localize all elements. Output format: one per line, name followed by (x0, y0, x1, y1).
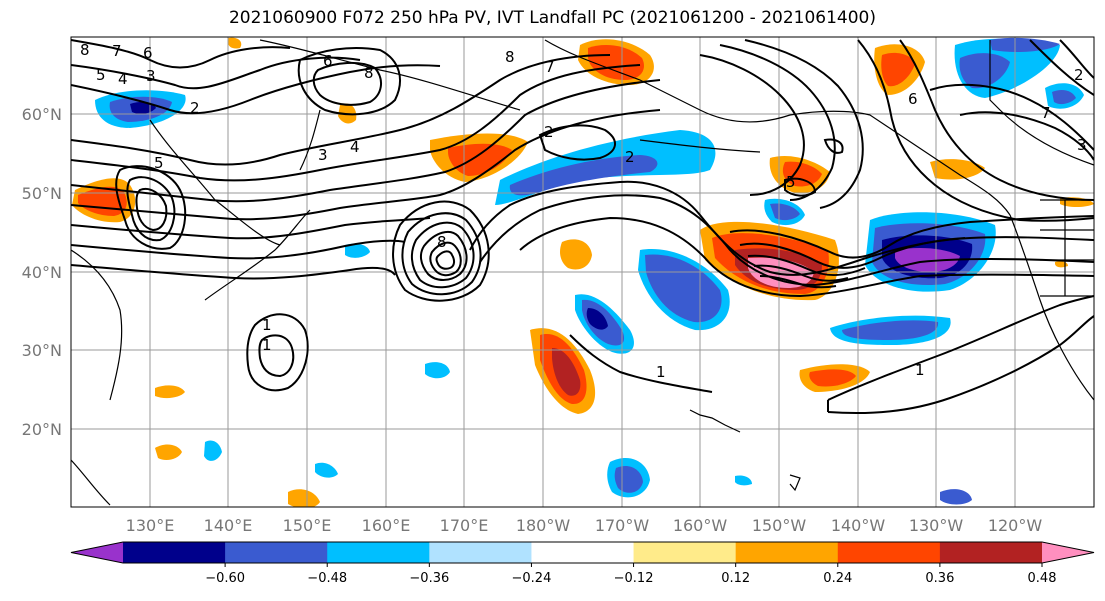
lon-label: 120°W (988, 516, 1043, 535)
lat-label: 40°N (22, 263, 62, 282)
lat-label: 50°N (22, 184, 62, 203)
contour-label: 3 (1077, 136, 1087, 154)
contour-label: 2 (625, 148, 635, 166)
colorbar-tick-label: −0.12 (614, 571, 654, 586)
contour-labels: 8 7 6 5 4 3 2 6 8 5 2 8 7 3 2 8 7 6 5 4 … (80, 41, 1087, 381)
colorbar-segment (939, 542, 1043, 563)
colorbar-tick-label: 0.48 (1028, 571, 1057, 586)
contour-label: 2 (1074, 66, 1084, 84)
contour-label: 2 (190, 99, 200, 117)
colorbar-tick-label: 0.24 (823, 571, 852, 586)
contour-label: 2 (544, 123, 554, 141)
lon-label: 140°E (204, 516, 253, 535)
contour-label: 5 (786, 173, 796, 191)
contour-label: 8 (505, 48, 515, 66)
colorbar-segment (327, 542, 430, 563)
colorbar-extension-min (71, 542, 123, 563)
contour-label: 4 (350, 138, 360, 156)
contour-label: 3 (318, 146, 328, 164)
graticule (71, 37, 1094, 507)
lat-label: 30°N (22, 341, 62, 360)
longitude-labels: 130°E 140°E 150°E 160°E 170°E 180°W 170°… (126, 516, 1043, 535)
lon-label: 130°E (126, 516, 175, 535)
contour-label: 6 (323, 52, 333, 70)
contour-label: 1 (915, 361, 925, 379)
lat-label: 20°N (22, 420, 62, 439)
colorbar: −0.60 −0.48 −0.36 −0.24 −0.12 0.12 0.24 0.36 0.4… (70, 541, 1095, 586)
colorbar-tick-label: 0.36 (925, 571, 954, 586)
lon-label: 150°W (752, 516, 807, 535)
contour-label: 5 (154, 154, 164, 172)
colorbar-tick-label: −0.60 (205, 571, 245, 586)
colorbar-segment (735, 542, 839, 563)
colorbar-segment (837, 542, 941, 563)
contour-label: 5 (96, 66, 106, 84)
colorbar-outline (70, 541, 1095, 564)
latitude-labels: 60°N 50°N 40°N 30°N 20°N (22, 105, 62, 439)
lon-label: 170°E (440, 516, 489, 535)
colorbar-tick-label: −0.48 (307, 571, 347, 586)
contour-label: 7 (545, 58, 555, 76)
contour-label: 3 (146, 67, 156, 85)
contour-label: 8 (364, 64, 374, 82)
map-title: 2021060900 F072 250 hPa PV, IVT Landfall… (228, 8, 876, 28)
contour-label: 8 (80, 41, 90, 59)
contour-label: 8 (437, 233, 447, 251)
colorbar-segment (633, 542, 737, 563)
lon-label: 150°E (283, 516, 332, 535)
lon-label: 170°W (595, 516, 650, 535)
contour-label: 7 (1041, 104, 1051, 122)
colorbar-extension-max (1042, 542, 1094, 563)
lon-label: 140°W (831, 516, 886, 535)
contour-label: 1 (656, 363, 666, 381)
contour-label: 4 (118, 70, 128, 88)
lon-label: 160°E (362, 516, 411, 535)
colorbar-tick-label: −0.24 (512, 571, 552, 586)
contour-label: 6 (908, 90, 918, 108)
contour-label: 6 (143, 44, 153, 62)
colorbar-segment (123, 542, 226, 563)
contour-label: 7 (112, 42, 122, 60)
map-frame (70, 36, 1095, 508)
colorbar-tick-label: −0.36 (409, 571, 449, 586)
colorbar-segment (429, 542, 532, 563)
lon-label: 130°W (909, 516, 964, 535)
colorbar-tick-label: 0.12 (721, 571, 750, 586)
lon-label: 180°W (516, 516, 571, 535)
colorbar-segment (225, 542, 328, 563)
pv-contours (71, 39, 1094, 415)
colorbar-segment (531, 542, 635, 563)
contour-label: 1 (262, 316, 272, 334)
lat-label: 60°N (22, 105, 62, 124)
lon-label: 160°W (673, 516, 728, 535)
contour-label: 1 (262, 336, 272, 354)
